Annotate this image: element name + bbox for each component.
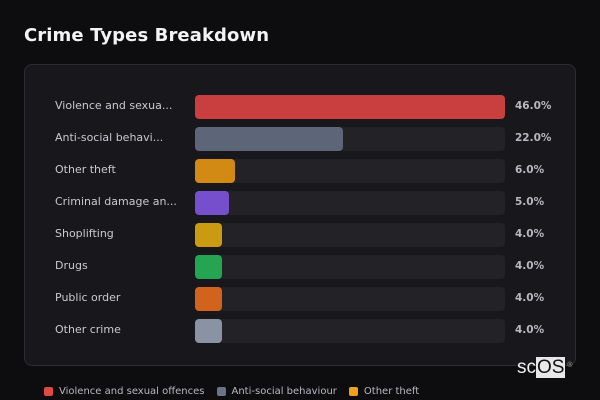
bar-row: Public order 4.0% xyxy=(25,287,575,311)
bar-value: 46.0% xyxy=(515,100,552,112)
bar-row: Other theft 6.0% xyxy=(25,159,575,183)
bar-track xyxy=(195,191,505,215)
bar-row: Anti-social behavi... 22.0% xyxy=(25,127,575,151)
bar-label: Public order xyxy=(55,291,121,304)
bar-track xyxy=(195,127,505,151)
logo-text-sc: sc xyxy=(517,357,536,378)
legend-item[interactable]: Other theft xyxy=(348,386,420,397)
bar-track xyxy=(195,319,505,343)
bar-value: 4.0% xyxy=(515,292,545,304)
bar-label: Other theft xyxy=(55,163,116,176)
bar-row: Other crime 4.0% xyxy=(25,319,575,343)
bar-fill[interactable] xyxy=(195,191,229,215)
legend-swatch-icon xyxy=(348,387,358,396)
bar-track xyxy=(195,95,505,119)
bar-fill[interactable] xyxy=(195,255,222,279)
bar-fill[interactable] xyxy=(195,159,236,183)
bar-row: Violence and sexua... 46.0% xyxy=(25,95,575,119)
chart-legend: Violence and sexual offences Anti-social … xyxy=(44,386,419,397)
bar-label: Drugs xyxy=(55,259,88,272)
bar-track xyxy=(195,287,505,311)
legend-label: Anti-social behaviour xyxy=(231,386,337,397)
bar-value: 4.0% xyxy=(515,324,545,336)
legend-swatch-icon xyxy=(44,387,53,396)
registered-mark: ® xyxy=(567,362,573,369)
bar-row: Criminal damage an... 5.0% xyxy=(25,191,575,215)
bar-label: Criminal damage an... xyxy=(55,195,177,208)
bar-row: Shoplifting 4.0% xyxy=(25,223,575,247)
bar-fill[interactable] xyxy=(195,95,505,119)
bar-value: 22.0% xyxy=(515,132,552,144)
legend-swatch-icon xyxy=(216,387,226,396)
legend-label: Other theft xyxy=(363,386,420,397)
bar-row: Drugs 4.0% xyxy=(25,255,575,279)
scos-logo: scOS ® xyxy=(517,357,572,378)
bar-fill[interactable] xyxy=(195,319,222,343)
bar-value: 5.0% xyxy=(515,196,545,208)
bar-track xyxy=(195,159,505,183)
bar-track xyxy=(195,255,505,279)
chart-card: Violence and sexua... 46.0% Anti-social be… xyxy=(24,64,576,366)
logo-text-os: OS xyxy=(536,357,566,378)
legend-item[interactable]: Violence and sexual offences xyxy=(44,386,205,397)
legend-item[interactable]: Anti-social behaviour xyxy=(216,386,337,397)
bar-fill[interactable] xyxy=(195,223,222,247)
bar-track xyxy=(195,223,505,247)
bar-label: Anti-social behavi... xyxy=(55,131,164,144)
legend-label: Violence and sexual offences xyxy=(59,386,205,397)
bar-fill[interactable] xyxy=(195,287,222,311)
bar-fill[interactable] xyxy=(195,127,344,151)
bar-label: Shoplifting xyxy=(55,227,114,240)
bar-label: Other crime xyxy=(55,323,121,336)
bar-value: 4.0% xyxy=(515,260,545,272)
chart-title: Crime Types Breakdown xyxy=(24,25,270,46)
bar-label: Violence and sexua... xyxy=(55,99,173,112)
bar-value: 4.0% xyxy=(515,228,545,240)
bar-value: 6.0% xyxy=(515,164,545,176)
